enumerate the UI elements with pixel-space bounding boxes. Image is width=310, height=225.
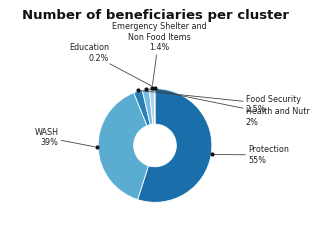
Text: Emergency Shelter and
Non Food Items
1.4%: Emergency Shelter and Non Food Items 1.4… (112, 22, 206, 85)
Wedge shape (154, 89, 155, 124)
Text: Food Security
2.5%: Food Security 2.5% (141, 91, 301, 114)
Wedge shape (142, 89, 153, 125)
Text: Protection
55%: Protection 55% (215, 145, 289, 165)
Wedge shape (149, 89, 155, 124)
Title: Number of beneficiaries per cluster: Number of beneficiaries per cluster (21, 9, 289, 22)
Wedge shape (138, 89, 212, 202)
Wedge shape (134, 90, 150, 126)
Wedge shape (98, 93, 148, 200)
Text: Education
0.2%: Education 0.2% (69, 43, 153, 86)
Text: Health and Nutrition
2%: Health and Nutrition 2% (149, 89, 310, 127)
Text: WASH
39%: WASH 39% (35, 128, 95, 147)
